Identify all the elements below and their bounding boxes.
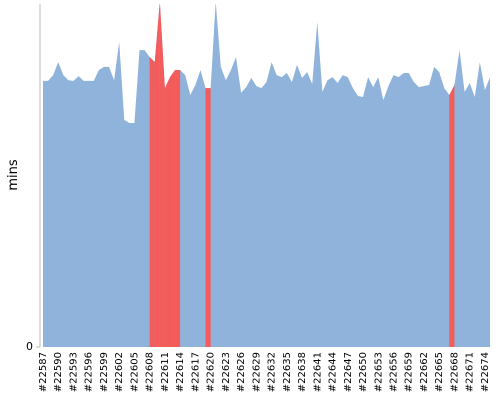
x-tick-label: #22644 [328, 352, 339, 392]
failed-segment [175, 69, 181, 347]
x-tick-label: #22593 [68, 352, 79, 392]
x-tick-label: #22620 [206, 352, 217, 392]
x-tick-label: #22614 [175, 352, 186, 392]
x-tick-label: #22668 [449, 352, 460, 392]
x-tick-label: #22587 [38, 352, 49, 392]
x-tick-label: #22659 [404, 352, 415, 392]
x-tick-label: #22632 [267, 352, 278, 392]
x-tick-label: #22662 [419, 352, 430, 392]
x-tick-label: #22608 [145, 352, 156, 392]
x-tick-label: #22674 [480, 352, 491, 392]
x-tick-label: #22599 [99, 352, 110, 392]
failed-segment [169, 69, 176, 347]
x-tick-label: #22656 [388, 352, 399, 392]
y-tick-label: 0 [26, 340, 33, 353]
x-tick-label: #22638 [297, 352, 308, 392]
x-tick-label: #22626 [236, 352, 247, 392]
x-tick-label: #22611 [160, 352, 171, 392]
failed-segment [154, 4, 160, 347]
x-tick-label: #22665 [434, 352, 445, 392]
area [43, 4, 490, 347]
x-tick-label: #22605 [129, 352, 140, 392]
x-tick-label: #22650 [358, 352, 369, 392]
x-tick-label: #22635 [282, 352, 293, 392]
x-tick-label: #22647 [343, 352, 354, 392]
failed-segment [205, 88, 211, 347]
x-tick-label: #22641 [312, 352, 323, 392]
x-tick-label: #22653 [373, 352, 384, 392]
failed-segment [449, 85, 455, 347]
failed-segment [149, 56, 155, 347]
failed-segment [159, 4, 165, 347]
x-tick-label: #22671 [465, 352, 476, 392]
x-tick-label: #22590 [53, 352, 64, 392]
y-axis-label: mins [6, 159, 21, 191]
x-tick-label: #22602 [114, 352, 125, 392]
plot-area [43, 4, 490, 347]
failed-segment [164, 77, 170, 347]
x-tick-label: #22596 [84, 352, 95, 392]
x-tick-label: #22623 [221, 352, 232, 392]
x-tick-label: #22629 [251, 352, 262, 392]
x-tick-label: #22617 [190, 352, 201, 392]
